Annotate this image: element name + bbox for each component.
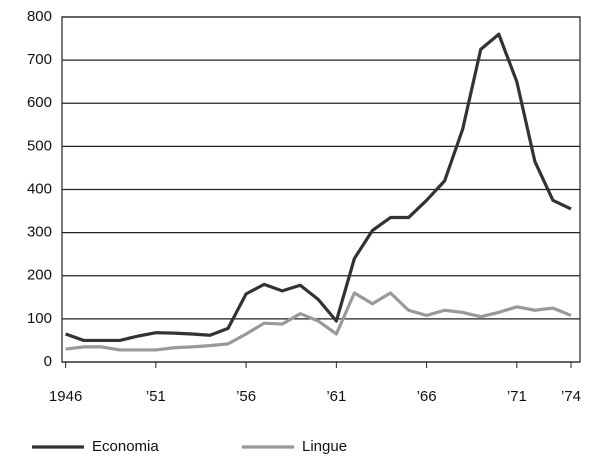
y-tick-label: 700: [27, 51, 52, 68]
line-series: [65, 32, 572, 343]
y-tick-label: 800: [27, 8, 52, 25]
y-tick-label: 400: [27, 180, 52, 197]
y-tick-label: 100: [27, 310, 52, 327]
x-tick-label: ’61: [326, 388, 346, 405]
x-tick-label: ’71: [507, 388, 527, 405]
plot-frame: [61, 16, 581, 363]
y-tick-label: 500: [27, 137, 52, 154]
y-tick-label: 600: [27, 94, 52, 111]
x-tick-label: 1946: [49, 388, 82, 405]
x-tick-label: ’56: [236, 388, 256, 405]
x-tick-label: ’51: [146, 388, 166, 405]
legend-label: Lingue: [302, 438, 347, 455]
line-series: [65, 291, 572, 352]
x-tick-label: ’74: [561, 388, 581, 405]
x-tick-label: ’66: [417, 388, 437, 405]
y-tick-label: 0: [44, 353, 52, 370]
y-tick-label: 200: [27, 267, 52, 284]
y-tick-label: 300: [27, 224, 52, 241]
legend-label: Economia: [92, 438, 159, 455]
